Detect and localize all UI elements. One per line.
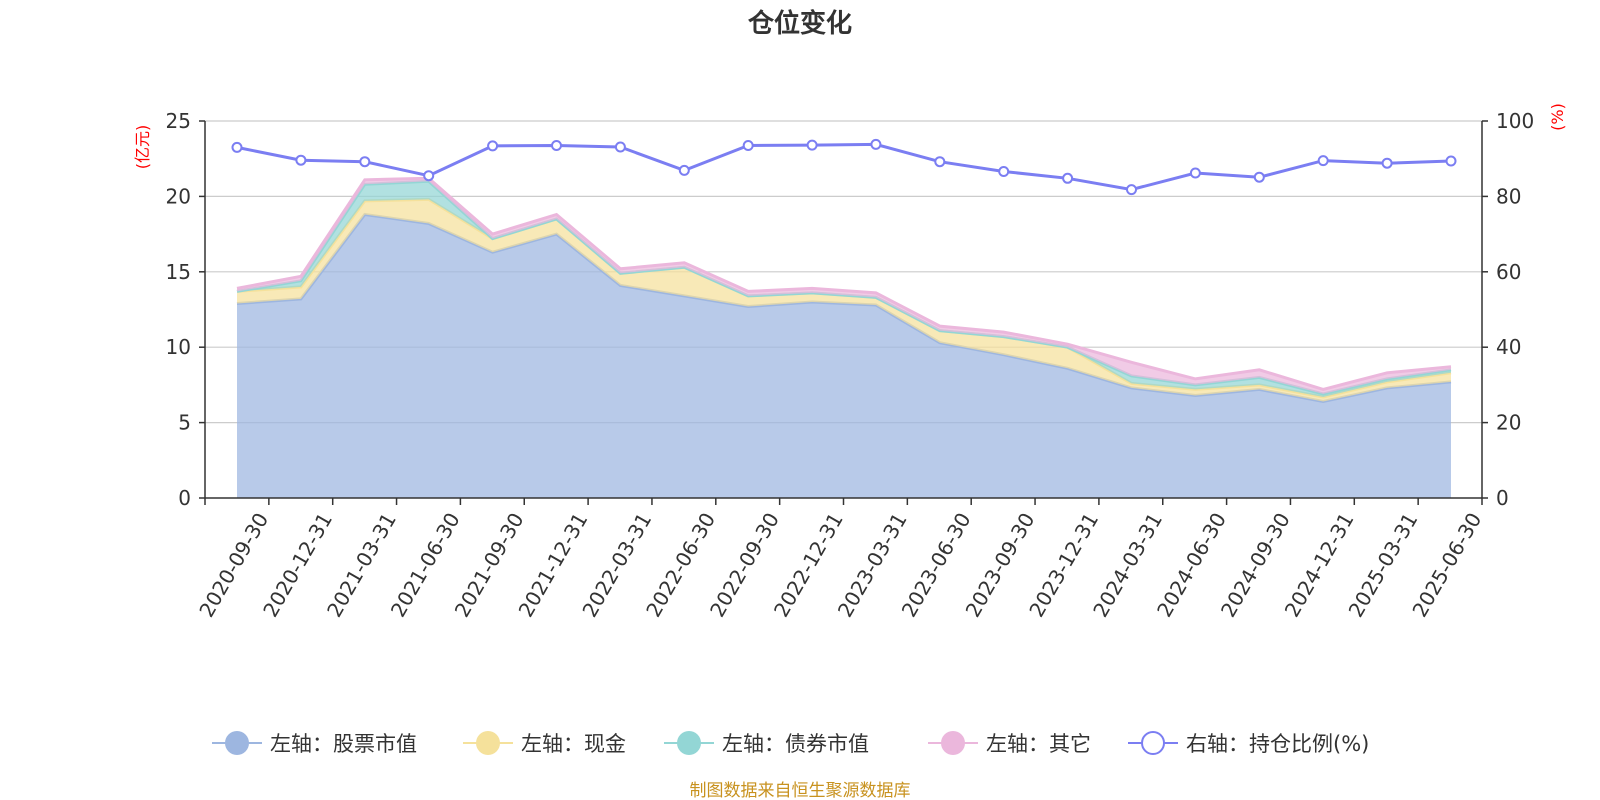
left-tick-label: 20 [166, 184, 191, 208]
right-tick-label: 20 [1496, 411, 1521, 435]
area-左轴：现金 [237, 199, 1451, 402]
holding-ratio-point [1253, 171, 1265, 183]
holding-ratio-point [1062, 172, 1074, 184]
holding-ratio-point [423, 170, 435, 182]
holding-ratio-point [742, 140, 754, 151]
holding-ratio-series [231, 138, 1457, 196]
legend-label: 左轴：股票市值 [270, 732, 417, 756]
legend: 左轴：股票市值 左轴：现金 左轴：债券市值 左轴：其它 右轴：持仓比例(%) [212, 731, 1369, 756]
legend-label: 左轴：债券市值 [722, 732, 869, 756]
holding-ratio-point [231, 141, 243, 153]
right-axis-unit: (%) [1548, 103, 1567, 131]
left-tick-label: 15 [166, 260, 191, 284]
holding-ratio-point [295, 154, 307, 166]
holding-ratio-point [998, 166, 1010, 177]
holding-ratio-point [1126, 184, 1137, 196]
legend-marker [941, 731, 965, 755]
holding-ratio-point [1445, 155, 1457, 167]
holding-ratio-point [551, 140, 562, 151]
area-line-左轴：其它 [236, 176, 1452, 391]
legend-marker [1141, 731, 1165, 755]
holding-ratio-point [487, 140, 499, 152]
holding-ratio-point [1317, 155, 1329, 167]
left-tick-label: 10 [166, 335, 191, 359]
left-tick-label: 25 [166, 109, 191, 133]
right-tick-label: 100 [1496, 109, 1534, 133]
right-tick-label: 60 [1496, 260, 1521, 284]
holding-ratio-point [870, 138, 882, 150]
right-tick-label: 80 [1496, 184, 1521, 208]
holding-ratio-point [1189, 167, 1201, 179]
area-左轴：股票市值 [237, 214, 1451, 498]
area-左轴：债券市值 [237, 181, 1451, 397]
holding-ratio-point [934, 156, 946, 168]
holding-ratio-point [806, 139, 818, 151]
holding-ratio-point [678, 164, 690, 176]
legend-marker [677, 731, 701, 755]
right-tick-label: 40 [1496, 335, 1521, 359]
legend-label: 左轴：现金 [521, 732, 626, 756]
stacked-areas [236, 176, 1452, 498]
holding-ratio-point [359, 156, 371, 168]
data-source-note: 制图数据来自恒生聚源数据库 [690, 781, 911, 800]
legend-label: 右轴：持仓比例(%) [1186, 732, 1369, 756]
left-axis-unit: (亿元) [133, 125, 152, 170]
chart-title: 仓位变化 [747, 8, 852, 39]
legend-label: 左轴：其它 [986, 732, 1091, 756]
holding-ratio-line [236, 142, 1452, 192]
right-tick-label: 0 [1496, 486, 1509, 510]
holding-ratio-point [614, 141, 626, 153]
holding-ratio-point [1381, 157, 1393, 169]
left-tick-label: 0 [178, 486, 191, 510]
left-tick-label: 5 [178, 411, 191, 435]
legend-marker [225, 731, 249, 755]
legend-marker [476, 731, 500, 755]
